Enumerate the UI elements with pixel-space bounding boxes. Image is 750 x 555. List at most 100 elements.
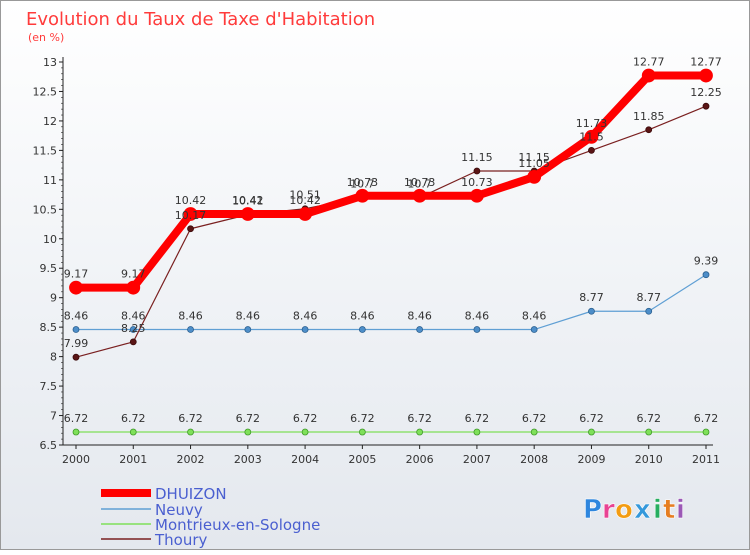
data-label: 11.15 — [518, 151, 550, 164]
data-label: 11.85 — [633, 110, 665, 123]
y-tick-label: 11 — [43, 174, 57, 187]
series-line-thoury — [75, 105, 707, 358]
data-point — [358, 326, 366, 333]
x-tick-label: 2001 — [119, 453, 147, 466]
data-label: 8.77 — [579, 291, 604, 304]
x-tick-label: 2010 — [635, 453, 663, 466]
logo-letter: i — [653, 495, 662, 525]
data-label: 8.25 — [121, 322, 146, 335]
chart-subtitle: (en %) — [28, 31, 64, 44]
x-tick-label: 2004 — [291, 453, 319, 466]
legend-label: DHUIZON — [155, 485, 227, 503]
data-label: 8.46 — [522, 310, 547, 323]
data-label: 10.42 — [175, 194, 207, 207]
y-tick-label: 12.5 — [33, 85, 58, 98]
data-point — [244, 326, 252, 333]
axes: 6.5 7 7.5 8 8.5 9 9.5 10 10.5 11 11.5 12 12.5 13 2000 2… — [33, 56, 721, 466]
series-line-neuvy — [76, 274, 707, 331]
data-point — [129, 428, 137, 436]
data-point — [301, 326, 309, 333]
data-point — [470, 188, 484, 203]
x-tick-label: 2011 — [692, 453, 720, 466]
data-label: 11.05 — [518, 157, 550, 170]
data-label: 10.41 — [232, 195, 264, 208]
data-label: 10.73 — [461, 176, 493, 189]
y-tick-label: 13 — [43, 56, 57, 69]
data-label: 7.99 — [64, 337, 89, 350]
data-labels: 6.72 6.72 6.72 6.72 6.72 6.72 6.72 6.72 6.72 6.72… — [64, 56, 722, 425]
data-point — [187, 326, 194, 333]
data-label: 6.72 — [236, 412, 261, 425]
data-point — [473, 428, 481, 436]
data-point — [129, 326, 137, 333]
data-point — [355, 188, 370, 203]
x-tick-label: 2009 — [577, 453, 605, 466]
x-tick-label: 2002 — [177, 453, 205, 466]
y-tick-label: 9 — [50, 292, 57, 305]
data-point — [588, 146, 595, 154]
data-point — [416, 326, 424, 333]
data-point — [473, 167, 481, 175]
y-tick-label: 6.5 — [40, 439, 58, 452]
data-label: 10.73 — [347, 176, 379, 189]
data-point — [69, 280, 83, 295]
data-label: 8.46 — [293, 310, 318, 323]
data-point — [183, 207, 198, 221]
logo-letter: o — [615, 495, 633, 525]
y-tick-label: 11.5 — [33, 144, 58, 157]
data-label: 10.7 — [350, 178, 375, 191]
data-label: 6.72 — [694, 412, 719, 425]
data-label: 6.72 — [178, 412, 203, 425]
data-label: 12.77 — [633, 56, 665, 69]
y-tick-label: 8 — [50, 351, 57, 364]
y-tick-label: 10.5 — [33, 203, 58, 216]
data-label: 8.46 — [178, 310, 203, 323]
y-tick-label: 9.5 — [40, 262, 58, 275]
data-label: 10.51 — [289, 189, 321, 202]
data-point — [412, 188, 427, 203]
data-label: 9.17 — [121, 268, 146, 281]
data-label: 11.15 — [461, 151, 493, 164]
data-label: 9.39 — [694, 255, 719, 268]
data-label: 10.42 — [232, 194, 264, 207]
data-label: 10.42 — [289, 194, 321, 207]
legend-label: Neuvy — [155, 501, 203, 519]
logo-letter: x — [634, 495, 651, 525]
x-tick-label: 2006 — [406, 453, 434, 466]
data-label: 11.5 — [579, 130, 604, 143]
data-point — [641, 68, 656, 83]
data-label: 8.46 — [465, 310, 490, 323]
x-tick-label: 2000 — [62, 453, 90, 466]
logo-letter: i — [676, 495, 685, 525]
y-tick-label: 7.5 — [40, 380, 58, 393]
data-label: 6.72 — [407, 412, 432, 425]
data-label: 8.46 — [236, 310, 261, 323]
data-point — [72, 353, 80, 361]
data-point — [645, 307, 653, 315]
data-label: 8.77 — [636, 291, 661, 304]
y-tick-label: 12 — [43, 115, 57, 128]
y-tick-label: 8.5 — [40, 321, 58, 334]
data-label: 10.17 — [175, 209, 207, 222]
data-label: 10.7 — [407, 178, 432, 191]
data-label: 8.46 — [350, 310, 375, 323]
data-label: 6.72 — [293, 412, 318, 425]
data-point — [645, 428, 653, 436]
series-layer — [69, 68, 713, 436]
data-point — [584, 129, 599, 144]
data-label: 6.72 — [579, 412, 604, 425]
y-tick-label: 10 — [43, 233, 57, 246]
logo-letter: P — [583, 495, 602, 525]
data-point — [527, 169, 542, 184]
data-point — [530, 428, 538, 436]
data-label: 11.73 — [576, 117, 608, 130]
data-label: 6.72 — [636, 412, 661, 425]
data-point — [72, 428, 80, 436]
legend-label: Thoury — [154, 531, 208, 549]
logo-letter: t — [663, 495, 675, 525]
data-point — [129, 338, 137, 346]
x-tick-label: 2007 — [463, 453, 491, 466]
data-point — [416, 428, 424, 436]
data-point — [473, 326, 481, 333]
